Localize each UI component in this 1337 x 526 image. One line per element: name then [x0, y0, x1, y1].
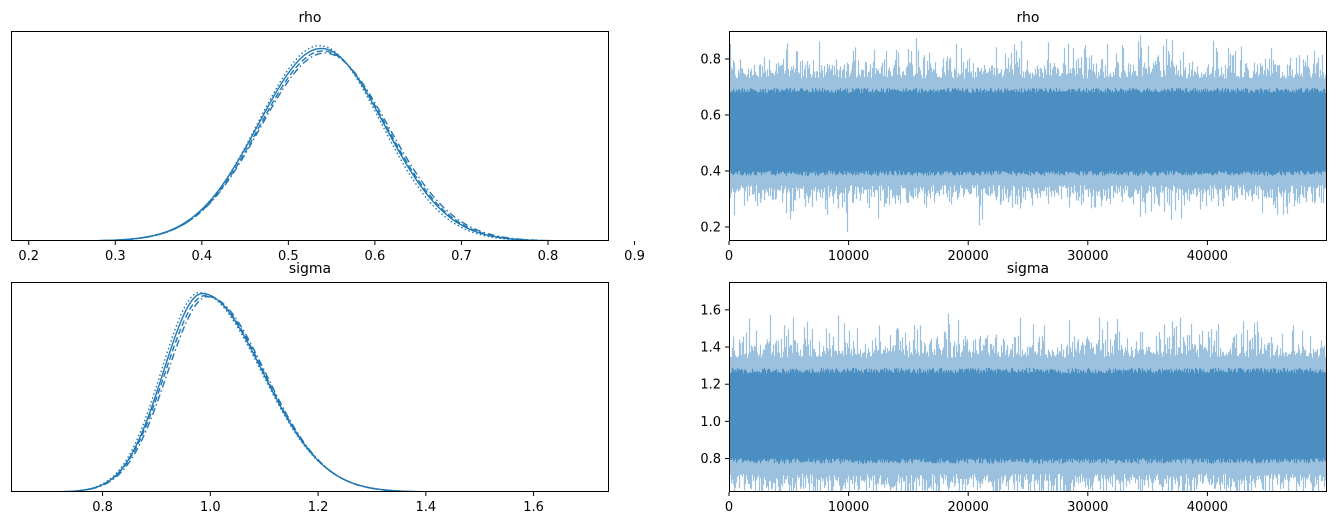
density-line-dotted — [11, 45, 602, 241]
x-tick-label: 0.5 — [278, 249, 299, 264]
y-tick-label: 0.4 — [700, 165, 721, 180]
y-tick-label: 0.6 — [700, 109, 721, 124]
x-tick-label: 10000 — [828, 249, 869, 264]
y-tick-label: 0.8 — [700, 53, 721, 68]
x-tick-label: 20000 — [948, 500, 989, 515]
panel-density-rho: 0.2 0.3 0.4 0.5 0.6 0.7 0.8 0.9 rho — [11, 10, 645, 264]
x-tick-label: 0.6 — [365, 249, 386, 264]
x-tick-label: 30000 — [1067, 500, 1108, 515]
x-tick-label: 1.6 — [523, 500, 544, 515]
axes-frame — [11, 31, 609, 241]
panel-density-sigma: 0.8 1.0 1.2 1.4 1.6 sigma — [11, 261, 609, 515]
x-tick-label: 0.2 — [18, 249, 39, 264]
y-tick-label: 1.6 — [700, 303, 721, 318]
panel-title: sigma — [1007, 261, 1049, 277]
panel-title: rho — [1017, 10, 1040, 26]
x-tick-label: 0.9 — [624, 249, 645, 264]
x-tick-label: 0 — [725, 500, 733, 515]
y-tick-label: 1.4 — [700, 341, 721, 356]
density-line-dotted — [32, 291, 545, 492]
axes-frame — [729, 282, 1327, 492]
y-tick-label: 1.0 — [700, 415, 721, 430]
x-tick-label: 30000 — [1067, 249, 1108, 264]
y-tick-label: 0.8 — [700, 452, 721, 467]
plot-area — [729, 313, 1327, 492]
density-line-dashed — [11, 50, 606, 241]
trace-samples-core — [729, 87, 1327, 176]
plot-area — [729, 35, 1327, 233]
trace-band — [729, 313, 1327, 492]
plot-area — [11, 45, 607, 241]
x-tick-label: 0.7 — [451, 249, 472, 264]
panel-trace-rho: 0 10000 20000 30000 40000 0.2 0.4 0.6 0.8 rho — [700, 10, 1327, 264]
axes-frame — [729, 31, 1327, 241]
panel-title: sigma — [289, 261, 331, 277]
x-tick-label: 1.0 — [200, 500, 221, 515]
density-line-dashdot — [11, 52, 605, 241]
trace-band — [729, 35, 1327, 233]
density-line-dashdot — [32, 295, 534, 492]
x-tick-label: 0.8 — [92, 500, 113, 515]
trace-samples-core — [729, 367, 1327, 464]
panel-title: rho — [299, 10, 322, 26]
density-line-dashed — [32, 294, 588, 492]
x-tick-label: 10000 — [828, 500, 869, 515]
x-tick-label: 0.3 — [105, 249, 126, 264]
axes-frame — [11, 282, 609, 492]
x-tick-label: 1.4 — [415, 500, 436, 515]
x-tick-label: 0.4 — [191, 249, 212, 264]
panel-trace-sigma: 0 10000 20000 30000 40000 0.8 1.0 1.2 1.4 1.6 sigm… — [700, 261, 1327, 515]
x-tick-label: 0 — [725, 249, 733, 264]
density-line-solid — [32, 292, 539, 492]
y-tick-label: 1.2 — [700, 378, 721, 393]
x-tick-label: 20000 — [948, 249, 989, 264]
plot-area — [32, 291, 588, 492]
x-tick-label: 1.2 — [308, 500, 329, 515]
x-tick-label: 0.8 — [538, 249, 559, 264]
density-line-solid — [11, 47, 607, 241]
y-tick-label: 0.2 — [700, 221, 721, 236]
x-tick-label: 40000 — [1187, 500, 1228, 515]
x-tick-label: 40000 — [1187, 249, 1228, 264]
